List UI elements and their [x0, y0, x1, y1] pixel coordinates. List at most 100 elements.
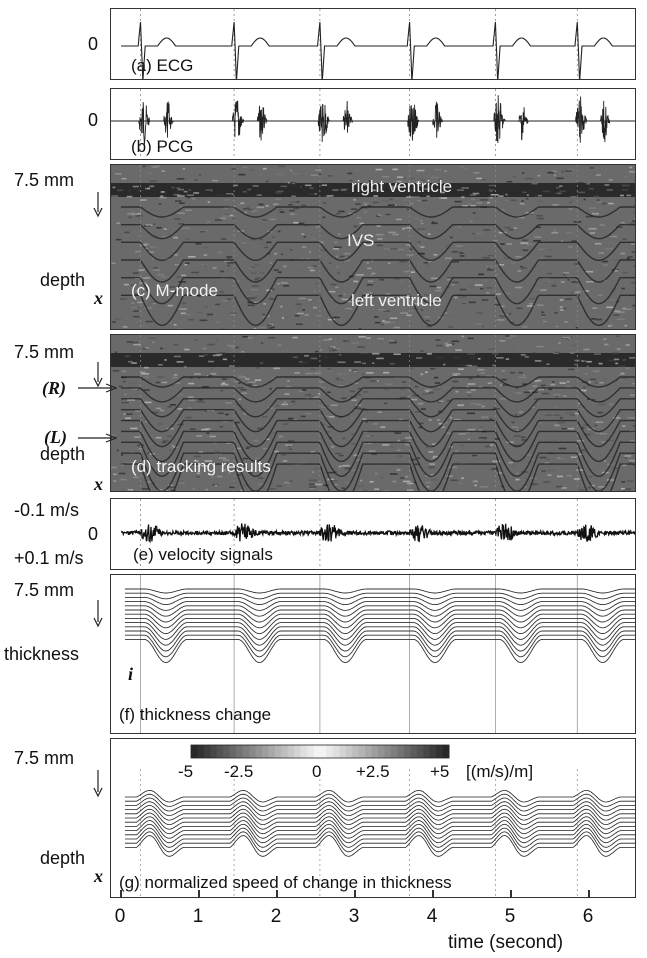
- speckle: [209, 435, 216, 438]
- speckle: [583, 378, 589, 381]
- speckle: [621, 184, 630, 187]
- pcg-zero-label: 0: [88, 110, 99, 130]
- colorbar-cell: [384, 745, 392, 758]
- speckle: [307, 266, 314, 269]
- speckle: [465, 385, 470, 388]
- speckle: [269, 262, 273, 264]
- speckle: [570, 195, 577, 198]
- speckle: [366, 372, 374, 374]
- speckle: [446, 475, 453, 478]
- panel-mmode: right ventricle IVS left ventricle (c) M…: [110, 164, 636, 330]
- speckle: [622, 359, 626, 361]
- speckle: [506, 441, 514, 444]
- speckle: [349, 390, 355, 393]
- speckle: [474, 284, 483, 286]
- mmode-image: [111, 165, 635, 329]
- speckle: [318, 173, 322, 176]
- tissue-line: [121, 259, 635, 283]
- tracking-depth-top: 7.5 mm: [14, 342, 75, 362]
- speckle: [145, 481, 151, 483]
- speckle: [171, 422, 179, 425]
- x-tick-label: 4: [426, 906, 438, 927]
- speckle: [617, 365, 626, 367]
- speckle: [426, 264, 430, 267]
- speckle: [531, 381, 539, 383]
- speckle: [274, 252, 278, 255]
- speckle: [462, 205, 468, 207]
- speckle: [196, 401, 205, 403]
- speckle: [420, 350, 424, 352]
- speckle: [149, 301, 158, 304]
- speckle: [394, 432, 402, 434]
- speckle: [207, 343, 215, 346]
- speckle: [381, 320, 385, 322]
- speckle: [134, 436, 141, 439]
- thickness-trace: [124, 626, 635, 646]
- speckle: [504, 226, 511, 229]
- speckle: [355, 459, 363, 461]
- speckle: [378, 308, 386, 311]
- speckle: [403, 480, 411, 483]
- speckle: [420, 373, 424, 376]
- speckle: [185, 262, 190, 265]
- speckle: [576, 469, 585, 471]
- speckle: [551, 284, 557, 287]
- speckle: [179, 202, 185, 204]
- speckle: [337, 233, 341, 236]
- speckle: [365, 337, 371, 339]
- colorbar-cell: [300, 745, 308, 758]
- speckle: [574, 363, 579, 366]
- speckle: [190, 428, 196, 430]
- speckle: [130, 284, 136, 287]
- speckle: [125, 413, 133, 415]
- speckle: [466, 391, 472, 394]
- speckle: [253, 439, 259, 442]
- speckle: [417, 228, 425, 231]
- speckle: [340, 189, 347, 191]
- speckle: [351, 443, 356, 445]
- speckle: [512, 464, 515, 467]
- speckle: [439, 400, 444, 403]
- speckle: [485, 265, 494, 268]
- colorbar-cell: [268, 745, 276, 758]
- panel-c-title: (c) M-mode: [131, 281, 218, 300]
- speckle: [583, 328, 589, 329]
- speckle: [253, 296, 258, 299]
- speckle: [137, 212, 141, 215]
- speckle: [301, 233, 305, 235]
- speckle: [589, 232, 595, 234]
- speckle: [458, 364, 466, 366]
- speckle: [450, 385, 456, 388]
- speckle: [598, 252, 605, 254]
- speckle: [413, 302, 421, 305]
- speckle: [632, 425, 635, 427]
- speed-trace: [124, 831, 635, 853]
- speckle: [393, 278, 401, 280]
- speckle: [392, 480, 397, 483]
- speckle: [188, 255, 196, 258]
- speckle: [457, 293, 464, 296]
- speckle: [606, 306, 614, 309]
- speckle: [228, 486, 235, 489]
- speckle: [232, 234, 236, 236]
- speckle: [603, 197, 611, 199]
- speckle: [547, 171, 554, 174]
- speckle: [312, 471, 315, 473]
- speckle: [269, 388, 272, 390]
- speckle: [299, 186, 303, 188]
- speckle: [526, 394, 532, 396]
- speckle: [372, 362, 375, 365]
- speckle: [273, 367, 281, 370]
- speckle: [430, 367, 436, 370]
- speckle: [631, 251, 635, 253]
- speckle: [441, 426, 445, 429]
- speckle: [455, 450, 459, 452]
- speckle: [219, 426, 224, 428]
- speckle: [309, 486, 317, 488]
- speckle: [490, 193, 499, 196]
- speckle: [480, 287, 484, 290]
- speckle: [621, 490, 626, 491]
- speckle: [624, 324, 627, 327]
- speckle: [231, 346, 238, 349]
- speckle: [429, 301, 432, 304]
